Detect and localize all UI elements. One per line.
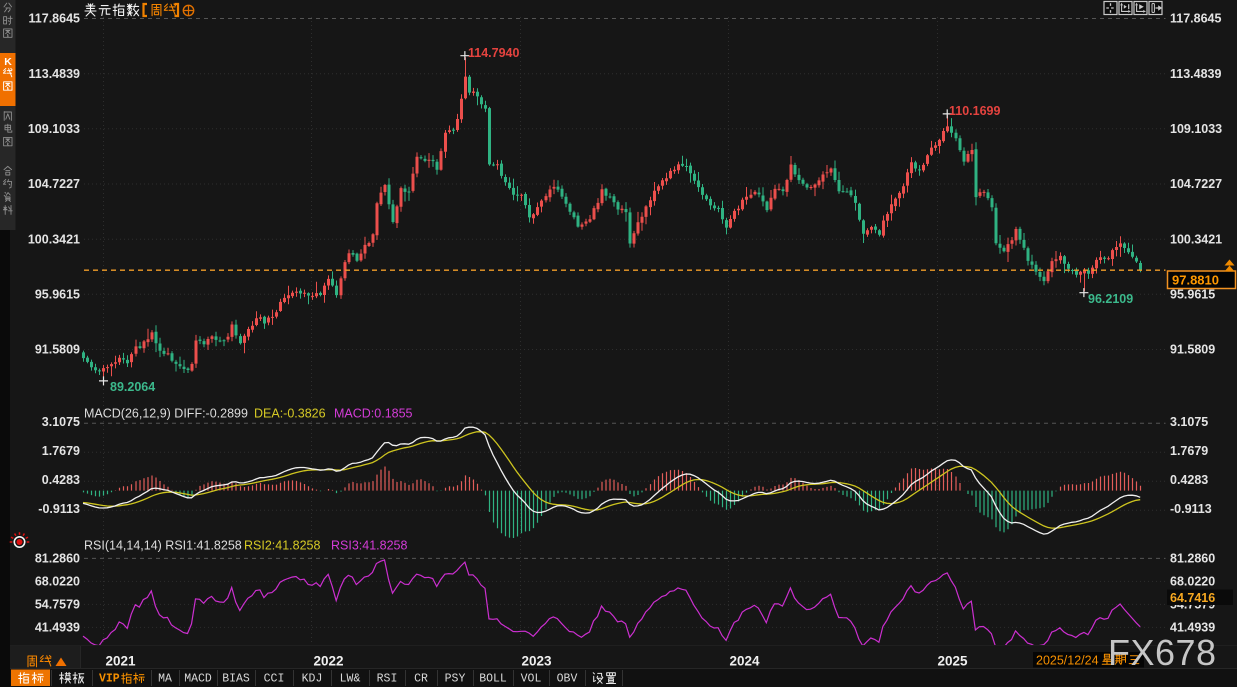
svg-text:MACD:0.1855: MACD:0.1855 (334, 407, 413, 421)
svg-text:MACD: MACD (184, 673, 212, 686)
svg-text:RSI2:41.8258: RSI2:41.8258 (244, 539, 320, 553)
svg-text:0.4283: 0.4283 (42, 473, 80, 487)
svg-text:114.7940: 114.7940 (468, 46, 519, 60)
svg-text:41.4939: 41.4939 (35, 621, 80, 635)
svg-text:-0.9113: -0.9113 (38, 502, 80, 516)
svg-text:81.2860: 81.2860 (1170, 552, 1215, 566)
svg-text:109.1033: 109.1033 (1170, 122, 1222, 136)
svg-text:100.3421: 100.3421 (28, 232, 80, 246)
svg-text:0.4283: 0.4283 (1170, 473, 1208, 487)
svg-text:DEA:-0.3826: DEA:-0.3826 (254, 407, 326, 421)
svg-text:89.2064: 89.2064 (110, 380, 155, 394)
svg-text:41.4939: 41.4939 (1170, 621, 1215, 635)
svg-text:1.7679: 1.7679 (1170, 444, 1208, 458)
svg-text:81.2860: 81.2860 (35, 552, 80, 566)
svg-text:K: K (4, 56, 12, 68)
svg-text:3.1075: 3.1075 (42, 415, 80, 429)
svg-text:110.1699: 110.1699 (949, 104, 1000, 118)
svg-text:54.7579: 54.7579 (35, 598, 80, 612)
svg-text:VOL: VOL (521, 673, 542, 686)
svg-text:3.1075: 3.1075 (1170, 415, 1208, 429)
svg-text:MA: MA (158, 673, 172, 686)
svg-text:91.5809: 91.5809 (35, 343, 80, 357)
svg-text:68.0220: 68.0220 (1170, 575, 1215, 589)
svg-text:117.8645: 117.8645 (1170, 12, 1221, 26)
svg-text:113.4839: 113.4839 (29, 67, 80, 81)
svg-text:-0.9113: -0.9113 (1170, 502, 1212, 516)
svg-text:97.8810: 97.8810 (1172, 273, 1219, 288)
svg-text:113.4839: 113.4839 (1170, 67, 1221, 81)
svg-text:117.8645: 117.8645 (29, 12, 80, 26)
svg-text:RSI3:41.8258: RSI3:41.8258 (331, 539, 407, 553)
svg-text:96.2109: 96.2109 (1088, 292, 1133, 306)
svg-text:91.5809: 91.5809 (1170, 343, 1215, 357)
svg-text:2021: 2021 (105, 654, 136, 669)
svg-text:95.9615: 95.9615 (1170, 288, 1215, 302)
svg-text:VIP: VIP (99, 673, 120, 686)
svg-text:RSI: RSI (377, 673, 398, 686)
svg-text:2024: 2024 (729, 654, 760, 669)
svg-text:64.7416: 64.7416 (1170, 591, 1215, 605)
svg-text:CCI: CCI (264, 673, 285, 686)
svg-text:PSY: PSY (445, 673, 466, 686)
svg-text:2025/12/24: 2025/12/24 (1036, 653, 1099, 667)
svg-text:109.1033: 109.1033 (28, 122, 80, 136)
svg-text:LW&: LW& (340, 673, 361, 686)
svg-text:RSI(14,14,14) RSI1:41.8258: RSI(14,14,14) RSI1:41.8258 (84, 539, 242, 553)
svg-text:BIAS: BIAS (222, 673, 250, 686)
svg-text:68.0220: 68.0220 (35, 575, 80, 589)
svg-text:104.7227: 104.7227 (1170, 177, 1222, 191)
svg-text:2023: 2023 (521, 654, 552, 669)
svg-text:FX678: FX678 (1108, 632, 1217, 673)
svg-text:MACD(26,12,9) DIFF:-0.2899: MACD(26,12,9) DIFF:-0.2899 (84, 407, 248, 421)
svg-text:2022: 2022 (313, 654, 343, 669)
svg-text:95.9615: 95.9615 (35, 288, 80, 302)
svg-text:CR: CR (414, 673, 428, 686)
svg-text:1.7679: 1.7679 (42, 444, 80, 458)
svg-text:2025: 2025 (937, 654, 968, 669)
svg-text:104.7227: 104.7227 (28, 177, 80, 191)
svg-text:OBV: OBV (557, 673, 578, 686)
svg-text:KDJ: KDJ (302, 673, 323, 686)
svg-text:100.3421: 100.3421 (1170, 232, 1222, 246)
svg-text:BOLL: BOLL (479, 673, 507, 686)
